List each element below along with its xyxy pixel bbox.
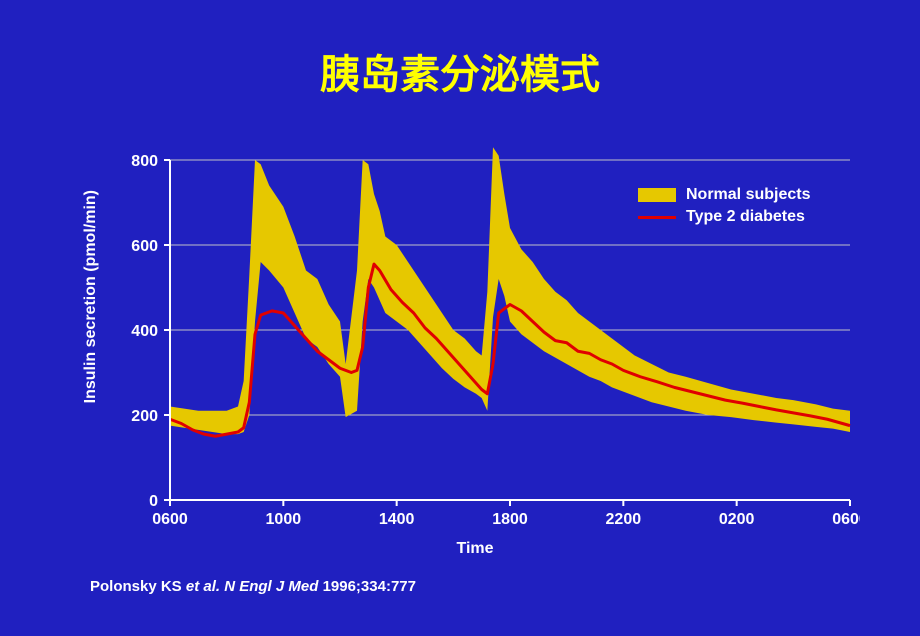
- svg-text:2200: 2200: [606, 511, 642, 528]
- svg-text:400: 400: [131, 323, 158, 340]
- citation-author: Polonsky KS: [90, 578, 186, 595]
- x-axis-label: Time: [90, 540, 860, 558]
- y-axis-label: Insulin secretion (pmol/min): [82, 190, 100, 403]
- citation-journal: et al. N Engl J Med: [186, 578, 323, 595]
- svg-text:1800: 1800: [492, 511, 528, 528]
- legend: Normal subjects Type 2 diabetes: [638, 184, 810, 228]
- svg-text:1000: 1000: [266, 511, 302, 528]
- legend-label: Type 2 diabetes: [686, 208, 805, 226]
- slide-title: 胰岛素分泌模式: [0, 42, 920, 100]
- legend-swatch: [638, 216, 676, 219]
- legend-item: Normal subjects: [638, 184, 810, 206]
- legend-swatch: [638, 188, 676, 202]
- svg-text:0200: 0200: [719, 511, 755, 528]
- svg-text:200: 200: [131, 408, 158, 425]
- svg-text:800: 800: [131, 153, 158, 170]
- svg-text:600: 600: [131, 238, 158, 255]
- svg-text:0600: 0600: [152, 511, 188, 528]
- legend-label: Normal subjects: [686, 186, 810, 204]
- svg-text:1400: 1400: [379, 511, 415, 528]
- svg-text:0600: 0600: [832, 511, 860, 528]
- legend-item: Type 2 diabetes: [638, 206, 810, 228]
- slide: { "title": "胰岛素分泌模式", "ylabel": "Insulin…: [0, 0, 920, 636]
- citation-ref: 1996;334:777: [323, 578, 416, 595]
- citation: Polonsky KS et al. N Engl J Med 1996;334…: [90, 578, 416, 595]
- svg-text:0: 0: [149, 493, 158, 510]
